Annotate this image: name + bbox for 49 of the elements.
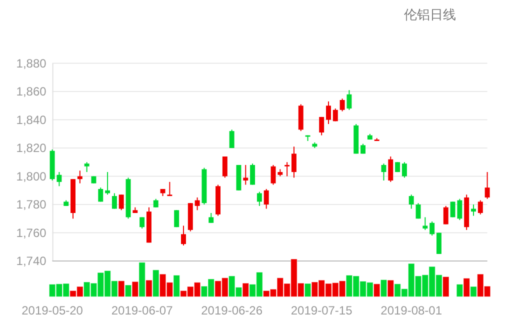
candlestick	[291, 146, 296, 178]
candlestick	[118, 194, 124, 211]
candlestick	[250, 163, 256, 186]
candlestick	[229, 129, 234, 149]
candlestick	[326, 100, 331, 125]
x-tick-label: 2019-08-01	[380, 304, 442, 318]
chart-title: 伦铝日线	[404, 7, 456, 22]
x-tick-label: 2019-06-26	[201, 304, 263, 318]
candlestick	[430, 220, 435, 236]
candlestick	[112, 192, 117, 210]
candlestick	[388, 156, 394, 182]
candlestick	[208, 212, 214, 224]
candlestick	[443, 205, 448, 225]
y-tick-label: 1,820	[16, 141, 47, 156]
candlestick	[256, 191, 262, 206]
y-tick-label: 1,740	[16, 254, 47, 268]
candlestick	[284, 162, 290, 177]
candlestick	[484, 172, 490, 200]
candlestick	[243, 164, 248, 186]
candlestick	[319, 116, 324, 136]
candlestick	[332, 108, 338, 122]
candlestick	[181, 225, 186, 246]
x-tick-label: 2019-06-07	[111, 304, 174, 318]
candlestick	[84, 162, 90, 173]
candlestick	[478, 200, 483, 215]
candlestick	[194, 196, 200, 211]
candlestick	[340, 98, 345, 112]
x-tick-label: 2019-05-20	[22, 304, 84, 318]
candlestick	[174, 210, 180, 228]
candlestick	[264, 188, 269, 210]
candlestick	[408, 194, 414, 210]
y-tick-label: 1,840	[16, 112, 47, 127]
candlestick	[140, 216, 145, 230]
candlestick	[98, 187, 104, 202]
y-tick-label: 1,800	[16, 169, 47, 184]
candlestick	[381, 163, 386, 182]
candlestick	[402, 162, 407, 178]
y-tick-label: 1,880	[16, 56, 47, 70]
candlestick	[436, 232, 442, 254]
y-tick-label: 1,860	[16, 84, 47, 99]
candlestick	[346, 90, 352, 110]
candlestick	[416, 202, 421, 220]
y-tick-label: 1,780	[16, 198, 47, 212]
y-tick-label: 1,760	[16, 226, 47, 240]
candlestick	[270, 164, 276, 186]
candlestick	[222, 156, 228, 178]
candlestick	[422, 216, 428, 230]
candlestick	[167, 181, 172, 197]
x-tick-label: 2019-07-15	[290, 304, 353, 318]
